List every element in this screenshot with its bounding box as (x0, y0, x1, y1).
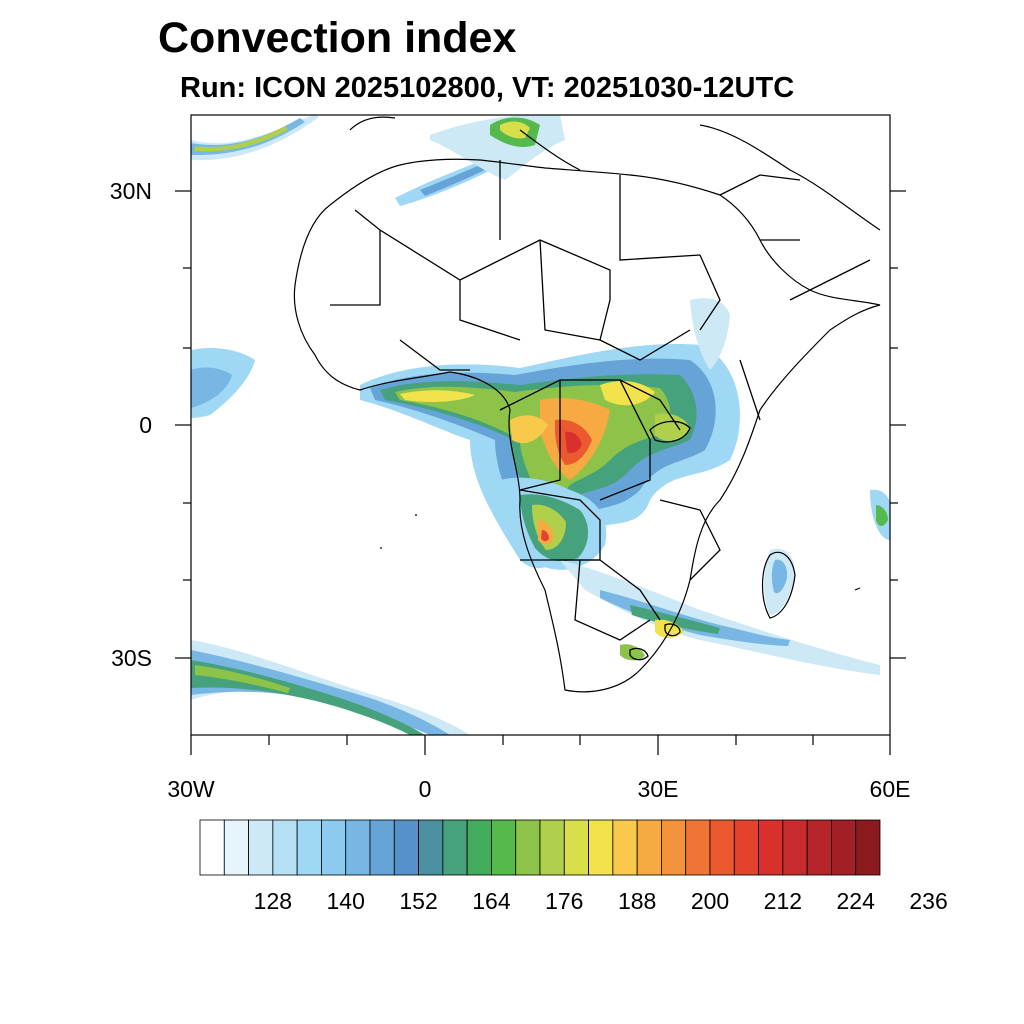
colorbar-swatch (831, 819, 857, 876)
colorbar-swatch (855, 819, 881, 876)
colorbar-swatch (272, 819, 298, 876)
country-borders (330, 160, 871, 661)
colorbar-swatch (199, 819, 225, 876)
colorbar-swatch (636, 819, 662, 876)
colorbar-swatch (806, 819, 832, 876)
colorbar-swatch (491, 819, 517, 876)
lat-label-0: 0 (139, 412, 152, 438)
colorbar-swatch (709, 819, 735, 876)
colorbar-swatch (515, 819, 541, 876)
colorbar-tick-label: 140 (326, 888, 365, 914)
colorbar-tick-label: 176 (545, 888, 584, 914)
colorbar-swatch (588, 819, 614, 876)
colorbar-swatch (539, 819, 565, 876)
colorbar-tick-label: 212 (763, 888, 803, 914)
coastlines (293, 116, 881, 693)
colorbar-swatch (685, 819, 711, 876)
axis-ticks (175, 190, 906, 755)
colorbar-swatch (661, 819, 687, 876)
colorbar-swatch (733, 819, 759, 876)
colorbar-swatch (442, 819, 468, 876)
colorbar-swatch (393, 819, 419, 876)
lat-label-30n: 30N (109, 178, 152, 204)
colorbar-swatch (612, 819, 638, 876)
colorbar-tick-label: 164 (472, 888, 511, 914)
colorbar-swatch (782, 819, 808, 876)
colorbar-tick-label: 236 (909, 888, 948, 914)
colorbar-swatch (466, 819, 492, 876)
colorbar-swatch (321, 819, 347, 876)
lon-label-60e: 60E (869, 776, 911, 802)
colorbar-swatch (223, 819, 249, 876)
colorbar-swatch (296, 819, 322, 876)
colorbar-tick-label: 224 (836, 888, 875, 914)
colorbar-tick-label: 128 (253, 888, 293, 914)
colorbar-tick-label: 152 (399, 888, 438, 914)
map-subtitle: Run: ICON 2025102800, VT: 20251030-12UTC (180, 72, 795, 104)
colorbar-swatch (248, 819, 274, 876)
colorbar (199, 819, 881, 876)
lon-label-30w: 30W (167, 776, 215, 802)
colorbar-swatch (563, 819, 589, 876)
colorbar-swatch (418, 819, 444, 876)
lon-label-0: 0 (418, 776, 432, 802)
colorbar-swatch (369, 819, 395, 876)
colorbar-tick-label: 200 (690, 888, 730, 914)
map-title: Convection index (158, 14, 517, 62)
lon-label-30e: 30E (637, 776, 679, 802)
colorbar-tick-label: 188 (617, 888, 657, 914)
colorbar-swatch (758, 819, 784, 876)
colorbar-swatch (345, 819, 371, 876)
lat-label-30s: 30S (111, 645, 152, 671)
convection-field (191, 115, 890, 735)
